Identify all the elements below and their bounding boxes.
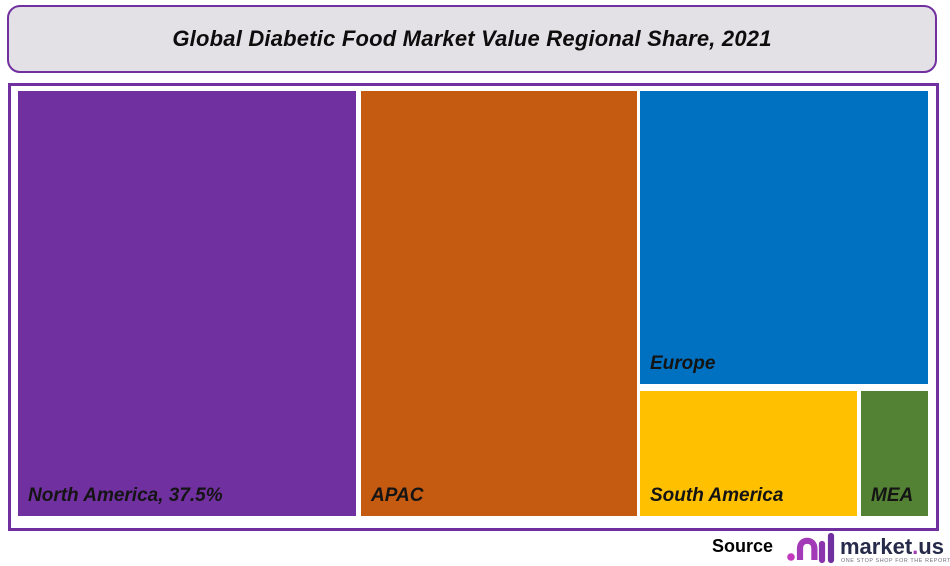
tile-label-south-america: South America bbox=[650, 485, 784, 506]
tile-label-europe: Europe bbox=[650, 353, 716, 374]
tile-label-apac: APAC bbox=[371, 485, 424, 506]
chart-title-banner: Global Diabetic Food Market Value Region… bbox=[7, 5, 937, 73]
marketus-logo-wordmark: market.us bbox=[840, 534, 944, 559]
tile-label-north-america: North America, 37.5% bbox=[28, 485, 223, 506]
tile-label-mea: MEA bbox=[871, 485, 914, 506]
treemap-tile-north-america: North America, 37.5% bbox=[18, 91, 356, 516]
treemap-chart: North America, 37.5% APAC Europe South A… bbox=[8, 83, 939, 531]
marketus-logo-tagline: ONE STOP SHOP FOR THE REPORTS bbox=[841, 558, 950, 564]
treemap-tile-apac: APAC bbox=[361, 91, 637, 516]
treemap-tile-europe: Europe bbox=[640, 91, 928, 384]
source-row: Source market.us ONE STOP SHOP FOR THE R… bbox=[0, 531, 950, 564]
treemap-tile-mea: MEA bbox=[861, 391, 928, 516]
source-label: Source bbox=[712, 536, 774, 556]
treemap-tile-south-america: South America bbox=[640, 391, 857, 516]
marketus-logo: market.us ONE STOP SHOP FOR THE REPORTS bbox=[787, 532, 950, 564]
marketus-logo-icon bbox=[787, 532, 835, 564]
page-title: Global Diabetic Food Market Value Region… bbox=[172, 26, 772, 51]
